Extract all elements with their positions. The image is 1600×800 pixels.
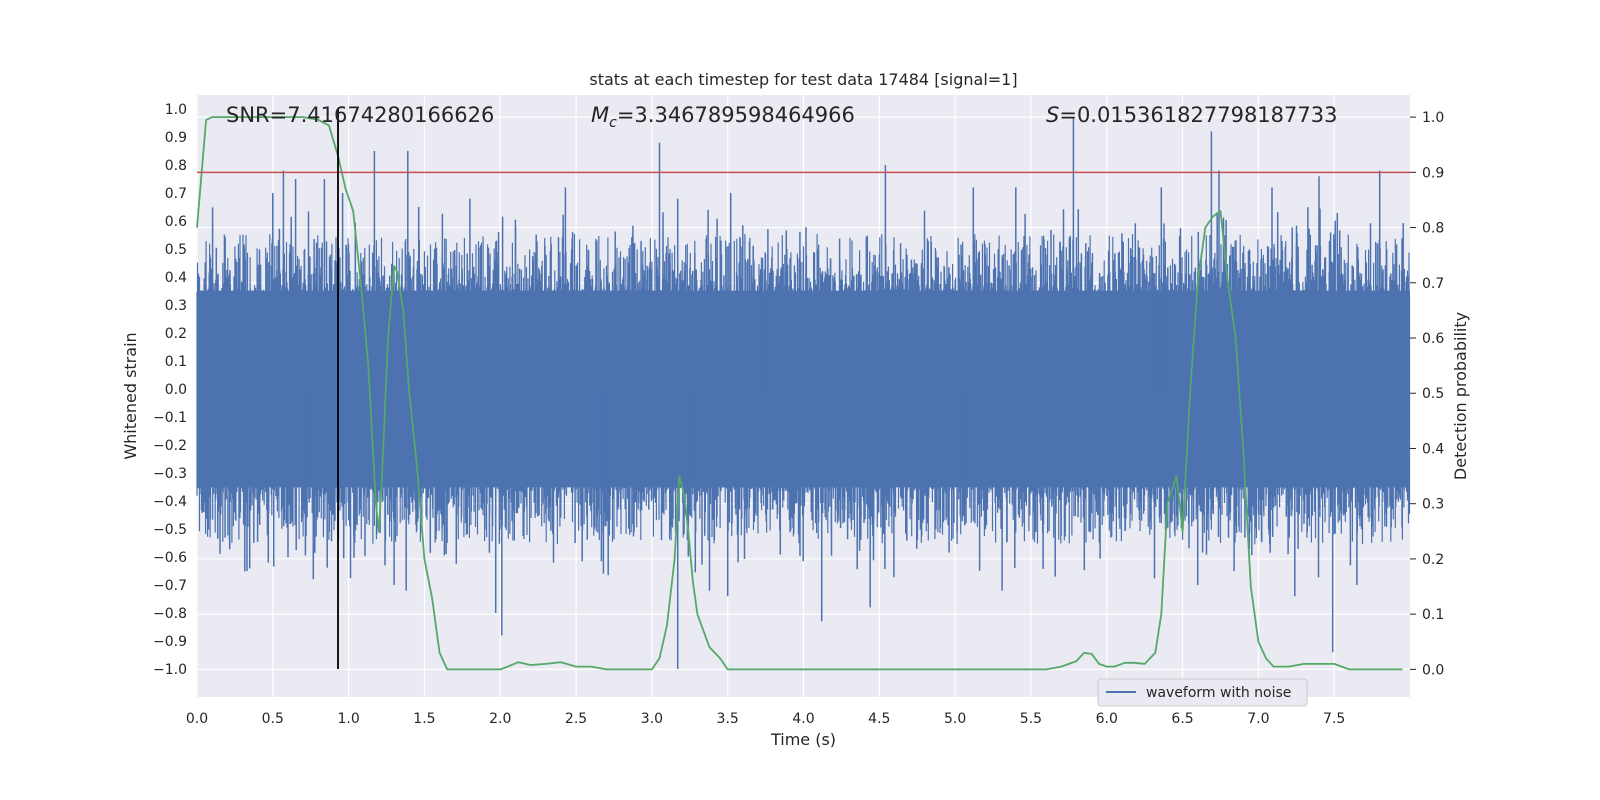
- waveform-peaks: [211, 117, 1410, 669]
- x-tick-label: 4.0: [792, 711, 814, 727]
- reference-lines: [197, 109, 1410, 669]
- y-tick-label: −0.5: [153, 522, 187, 538]
- left-tick-labels: 1.0 0.9 0.8 0.7 0.6 0.5 0.4 0.3 0.2 0.1 0.0 −0.1 −0.…: [153, 102, 187, 678]
- y-tick-label: 0.2: [165, 326, 187, 342]
- y-tick-label: 0.5: [165, 242, 187, 258]
- y2-axis-label: Detection probability: [1451, 312, 1470, 480]
- x-tick-label: 6.5: [1171, 711, 1193, 727]
- y-tick-label: 1.0: [165, 102, 187, 118]
- x-tick-label: 6.0: [1096, 711, 1118, 727]
- y-tick-label: 0.8: [165, 158, 187, 174]
- y-tick-label: −0.7: [153, 578, 187, 594]
- x-tick-label: 7.0: [1247, 711, 1269, 727]
- y2-tick-label: 0.7: [1422, 276, 1444, 292]
- x-tick-label: 2.0: [489, 711, 511, 727]
- y-tick-label: −0.1: [153, 410, 187, 426]
- x-tick-label: 3.5: [717, 711, 739, 727]
- probability-line: [196, 116, 1403, 671]
- x-tick-label: 5.0: [944, 711, 966, 727]
- x-tick-label: 5.5: [1020, 711, 1042, 727]
- y-tick-label: 0.6: [165, 214, 187, 230]
- y-tick-label: −0.4: [153, 494, 187, 510]
- mc-value: =3.346789598464966: [617, 103, 855, 127]
- y2-tick-label: 0.4: [1422, 441, 1444, 457]
- y-tick-label: −0.3: [153, 466, 187, 482]
- y-tick-label: −0.2: [153, 438, 187, 454]
- y2-tick-label: 1.0: [1422, 110, 1444, 126]
- y-tick-label: 0.3: [165, 298, 187, 314]
- y-axis-label: Whitened strain: [121, 332, 140, 459]
- x-tick-label: 1.0: [337, 711, 359, 727]
- chirp-mass-annotation: Mc=3.346789598464966: [591, 103, 855, 131]
- chart-title: stats at each timestep for test data 174…: [589, 70, 1017, 89]
- y-tick-label: −0.8: [153, 606, 187, 622]
- x-tick-label: 3.0: [641, 711, 663, 727]
- y2-tick-label: 0.8: [1422, 221, 1444, 237]
- x-tick-label: 2.5: [565, 711, 587, 727]
- s-value: =0.015361827798187733: [1059, 103, 1337, 127]
- y2-tick-label: 0.5: [1422, 386, 1444, 402]
- legend-box: [1097, 678, 1308, 707]
- legend-entry: waveform with noise: [1146, 685, 1291, 701]
- y2-tick-label: 0.2: [1422, 552, 1444, 568]
- y-tick-label: −1.0: [153, 662, 187, 678]
- x-tick-labels: 0.0 0.5 1.0 1.5 2.0 2.5 3.0 3.5 4.0 4.5 5.0 5.5 6.0 6…: [186, 711, 1345, 727]
- mc-subscript: c: [609, 115, 617, 131]
- y-tick-label: 0.0: [165, 382, 187, 398]
- x-tick-label: 0.5: [262, 711, 284, 727]
- s-symbol: S: [1046, 103, 1059, 127]
- snr-annotation: SNR=7.41674280166626: [226, 103, 494, 127]
- y2-tick-label: 0.0: [1422, 662, 1444, 678]
- y-tick-label: −0.9: [153, 634, 187, 650]
- y-tick-label: 0.1: [165, 354, 187, 370]
- x-tick-label: 1.5: [413, 711, 435, 727]
- y-tick-label: 0.7: [165, 186, 187, 202]
- y2-tick-label: 0.3: [1422, 497, 1444, 513]
- legend: waveform with noise: [1097, 678, 1308, 707]
- x-tick-label: 4.5: [868, 711, 890, 727]
- y2-tick-label: 0.1: [1422, 607, 1444, 623]
- y-tick-label: −0.6: [153, 550, 187, 566]
- x-tick-label: 0.0: [186, 711, 208, 727]
- y2-tick-label: 0.6: [1422, 331, 1444, 347]
- waveform-series: [196, 117, 1411, 669]
- right-tick-labels: 1.0 0.9 0.8 0.7 0.6 0.5 0.4 0.3 0.2 0.1 0.0: [1410, 110, 1444, 678]
- s-annotation: S=0.015361827798187733: [1046, 103, 1337, 127]
- y-tick-label: 0.4: [165, 270, 187, 286]
- x-axis-label: Time (s): [770, 730, 836, 749]
- y2-tick-label: 0.9: [1422, 165, 1444, 181]
- mc-symbol: M: [591, 103, 609, 127]
- x-tick-label: 7.5: [1323, 711, 1345, 727]
- probability-series: [196, 116, 1403, 671]
- y-tick-label: 0.9: [165, 130, 187, 146]
